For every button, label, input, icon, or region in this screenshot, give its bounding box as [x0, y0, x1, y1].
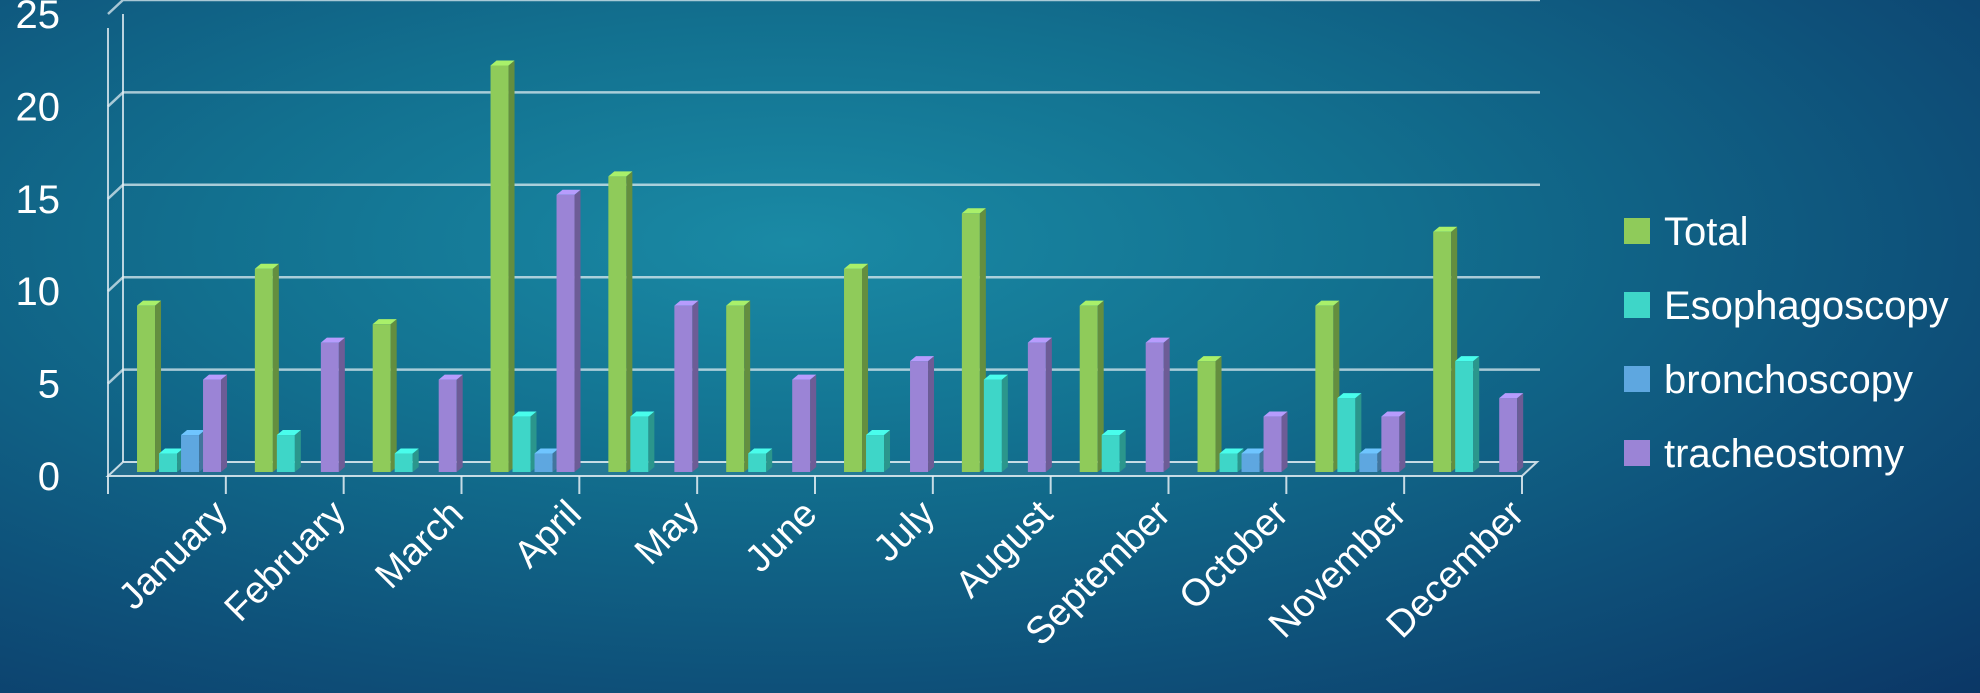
y-tick-label: 0	[38, 455, 60, 499]
bar	[254, 263, 279, 472]
legend-label: Esophagoscopy	[1664, 284, 1949, 328]
legend: Total Esophagoscopy bronchoscopy tracheosto…	[1624, 210, 1949, 476]
y-tick-label: 25	[16, 0, 61, 37]
bar	[910, 356, 935, 472]
bar	[320, 337, 345, 472]
legend-entry: tracheostomy	[1624, 432, 1904, 476]
x-category-label: July	[866, 493, 943, 570]
legend-swatch	[1624, 366, 1650, 392]
bar	[1337, 393, 1362, 472]
x-category-label: April	[506, 493, 589, 576]
bar	[630, 411, 655, 472]
legend-entry: Esophagoscopy	[1624, 284, 1949, 328]
axis-layer	[105, 14, 1540, 494]
bar	[1455, 356, 1480, 472]
y-tick-label: 5	[38, 363, 60, 407]
legend-entry: bronchoscopy	[1624, 358, 1913, 402]
bars-layer	[137, 60, 1524, 473]
y-tick-label: 15	[16, 178, 61, 222]
bar	[1101, 430, 1126, 472]
gridline	[107, 0, 1540, 15]
bar	[438, 374, 463, 472]
y-tick-label: 10	[16, 270, 61, 314]
bar	[1499, 393, 1524, 472]
bar	[1219, 448, 1244, 472]
bar	[866, 430, 891, 472]
bar	[1079, 300, 1104, 472]
y-tick-label: 20	[16, 85, 61, 129]
bar	[159, 448, 184, 472]
bar	[1145, 337, 1170, 472]
bar	[276, 430, 301, 472]
gridline	[107, 183, 1540, 200]
x-category-label: March	[368, 493, 472, 597]
bar	[674, 300, 699, 472]
bar	[1197, 356, 1222, 472]
legend-label: Total	[1664, 210, 1749, 254]
x-category-label: May	[627, 493, 707, 573]
legend-swatch	[1624, 218, 1650, 244]
legend-label: bronchoscopy	[1664, 358, 1913, 402]
bar	[983, 374, 1008, 472]
bar	[1359, 448, 1384, 472]
bar	[372, 319, 397, 472]
bar	[1027, 337, 1052, 472]
bar	[556, 189, 581, 473]
bar	[961, 208, 986, 472]
bar	[512, 411, 537, 472]
bar	[203, 374, 228, 472]
bar	[792, 374, 817, 472]
legend-label: tracheostomy	[1664, 432, 1904, 476]
bar	[844, 263, 869, 472]
legend-swatch	[1624, 292, 1650, 318]
bar	[1381, 411, 1406, 472]
bar	[1315, 300, 1340, 472]
bar	[1241, 448, 1266, 472]
bar	[748, 448, 773, 472]
bar	[181, 430, 206, 472]
bar	[137, 300, 162, 472]
gridline	[107, 275, 1540, 293]
bar	[1263, 411, 1288, 472]
gridline	[107, 91, 1540, 108]
bar	[608, 171, 633, 472]
x-category-label: February	[217, 493, 354, 630]
legend-swatch	[1624, 440, 1650, 466]
bar	[726, 300, 751, 472]
bar	[534, 448, 559, 472]
x-category-label: June	[737, 493, 825, 581]
bar	[490, 60, 515, 472]
legend-entry: Total	[1624, 210, 1749, 254]
bar	[1433, 226, 1458, 472]
bar	[394, 448, 419, 472]
x-category-label: August	[948, 492, 1062, 606]
